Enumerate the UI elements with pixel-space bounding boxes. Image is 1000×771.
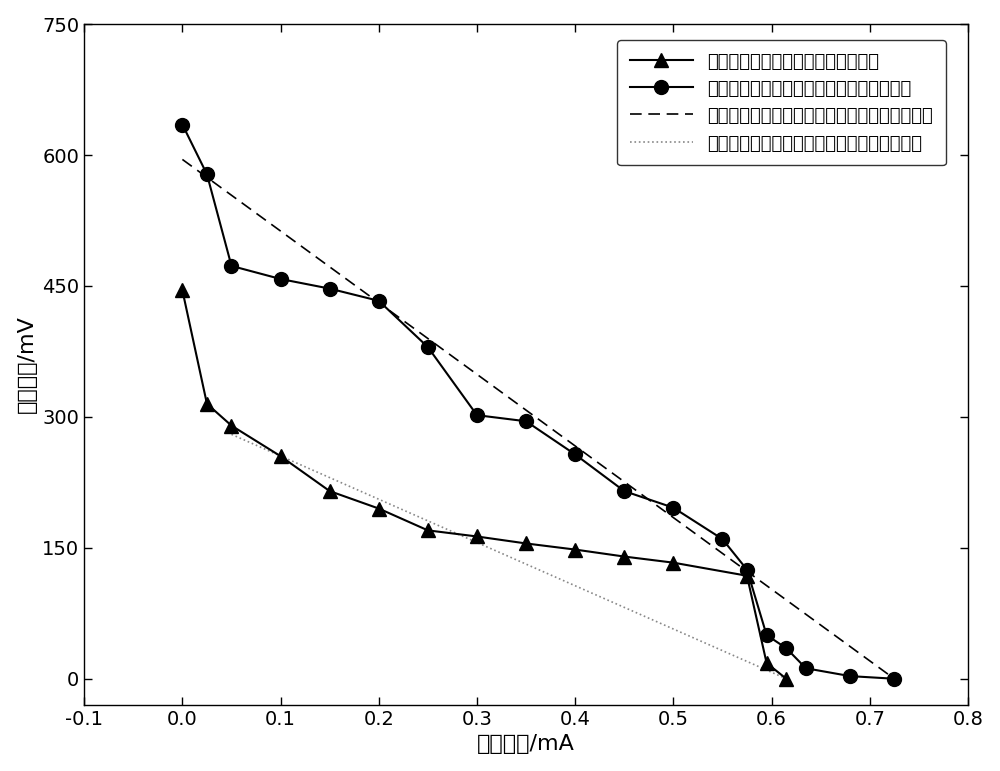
现有技术的微生物燃料电池极化曲线 [275, 452, 287, 461]
现有技术的微生物燃料电池极化曲线 [201, 399, 213, 409]
现有技术的微生物燃料电池极化曲线 [780, 674, 792, 683]
Line: 现有技术的微生物燃料电池极化曲线: 现有技术的微生物燃料电池极化曲线 [175, 284, 793, 685]
本发明的新型微生物燃料电池体系极化曲线 [780, 644, 792, 653]
本发明的新型微生物燃料电池体系极化曲线 [471, 410, 483, 419]
本发明的新型微生物燃料电池体系极化曲线 [800, 664, 812, 673]
现有技术的微生物燃料电池极化曲线 [176, 286, 188, 295]
Line: 现有技术的微生物染料电池极化曲线线性拟合: 现有技术的微生物染料电池极化曲线线性拟合 [231, 434, 786, 678]
本发明的新型微生物燃料电池体系极化曲线 [225, 261, 237, 271]
现有技术的微生物燃料电池极化曲线 [741, 571, 753, 581]
本发明的新型微生物燃料电池体系极化曲线 [667, 503, 679, 512]
本发明的新型微生物燃料电池体系极化曲线 [569, 449, 581, 459]
现有技术的微生物染料电池极化曲线线性拟合 [225, 429, 237, 439]
本发明的新型微生物燃料电池体系极化曲线 [520, 416, 532, 426]
现有技术的微生物燃料电池极化曲线 [667, 558, 679, 567]
现有技术的微生物燃料电池极化曲线 [225, 421, 237, 430]
本发明的新型微生物燃料电池体系极化曲线 [201, 170, 213, 179]
现有技术的微生物燃料电池极化曲线 [422, 526, 434, 535]
Legend: 现有技术的微生物燃料电池极化曲线, 本发明的新型微生物燃料电池体系极化曲线, 本发明的微生物燃料电池体系极化曲线线性拟合, 现有技术的微生物染料电池极化曲线线性: 现有技术的微生物燃料电池极化曲线, 本发明的新型微生物燃料电池体系极化曲线, 本… [617, 40, 946, 166]
本发明的新型微生物燃料电池体系极化曲线 [844, 672, 856, 681]
本发明的新型微生物燃料电池体系极化曲线 [741, 565, 753, 574]
本发明的新型微生物燃料电池体系极化曲线 [422, 342, 434, 352]
现有技术的微生物燃料电池极化曲线 [618, 552, 630, 561]
现有技术的微生物燃料电池极化曲线 [761, 658, 773, 668]
本发明的新型微生物燃料电池体系极化曲线 [275, 274, 287, 284]
现有技术的微生物染料电池极化曲线线性拟合 [780, 674, 792, 683]
现有技术的微生物燃料电池极化曲线 [471, 532, 483, 541]
现有技术的微生物燃料电池极化曲线 [569, 545, 581, 554]
Line: 本发明的新型微生物燃料电池体系极化曲线: 本发明的新型微生物燃料电池体系极化曲线 [175, 118, 901, 685]
本发明的新型微生物燃料电池体系极化曲线 [373, 296, 385, 305]
本发明的新型微生物燃料电池体系极化曲线 [761, 631, 773, 640]
现有技术的微生物燃料电池极化曲线 [373, 504, 385, 513]
本发明的新型微生物燃料电池体系极化曲线 [618, 487, 630, 496]
本发明的新型微生物燃料电池体系极化曲线 [888, 674, 900, 683]
Y-axis label: 输出电压/mV: 输出电压/mV [17, 315, 37, 413]
现有技术的微生物燃料电池极化曲线 [520, 539, 532, 548]
本发明的新型微生物燃料电池体系极化曲线 [176, 120, 188, 130]
现有技术的微生物燃料电池极化曲线 [324, 487, 336, 496]
本发明的新型微生物燃料电池体系极化曲线 [324, 284, 336, 293]
本发明的新型微生物燃料电池体系极化曲线 [716, 534, 728, 544]
X-axis label: 回路电流/mA: 回路电流/mA [477, 734, 575, 754]
